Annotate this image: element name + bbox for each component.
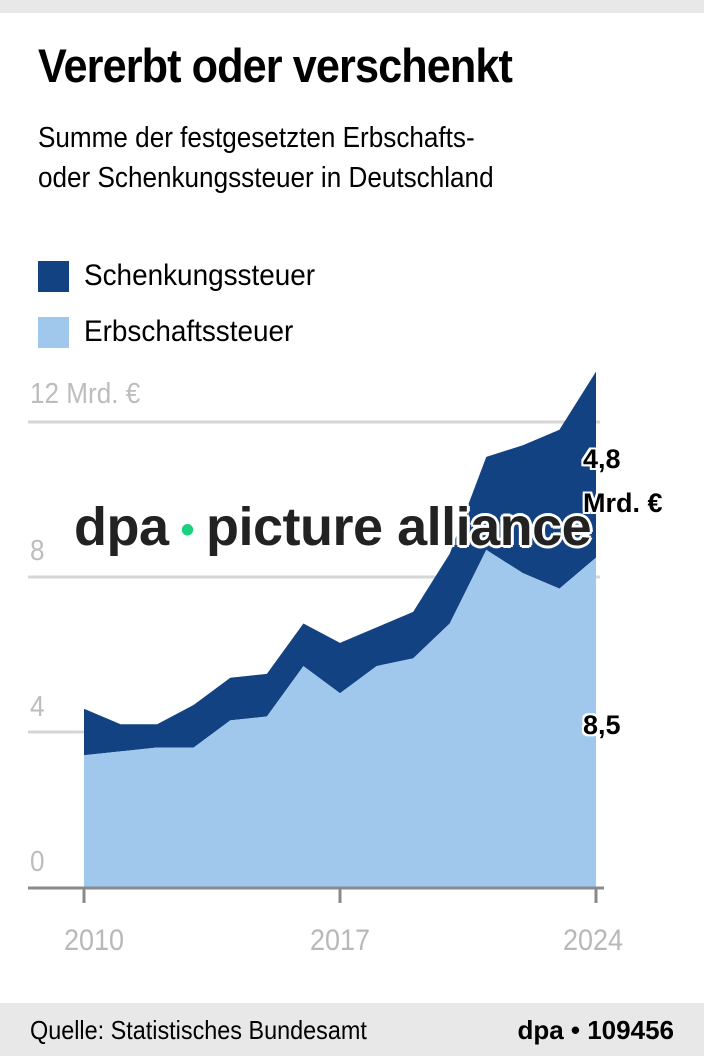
credit-text: dpa • 109456	[517, 1015, 674, 1045]
legend-item-schenkung: Schenkungssteuer	[38, 248, 333, 304]
watermark-picture-alliance: picture alliance	[206, 497, 592, 557]
annotation-erbschaft-value: 8,5	[583, 710, 621, 740]
chart-title: Vererbt oder verschenkt	[38, 39, 513, 92]
legend-label: Schenkungssteuer	[84, 259, 316, 292]
source-text: Quelle: Statistisches Bundesamt	[30, 1015, 367, 1045]
subtitle-line-2: oder Schenkungssteuer in Deutschland	[38, 162, 494, 194]
legend: Schenkungssteuer Erbschaftssteuer	[38, 248, 333, 360]
legend-swatch-erbschaft	[38, 316, 69, 348]
annotation-schenkung-unit: Mrd. €	[583, 488, 663, 518]
y-tick-label-4: 4	[30, 691, 45, 723]
subtitle-line-1: Summe der festgesetzten Erbschafts-	[38, 122, 475, 154]
watermark-dpa: dpa	[74, 497, 169, 557]
watermark-dot-icon: •	[180, 508, 195, 553]
area-schenkungssteuer	[84, 371, 596, 756]
y-tick-label-8: 8	[30, 535, 45, 567]
footer: Quelle: Statistisches Bundesamt dpa • 10…	[0, 1003, 704, 1056]
top-bar	[0, 0, 704, 13]
x-tick-label-2024: 2024	[562, 924, 624, 957]
chart-area: 12 Mrd. € 8 4 0 2010 2017 2024 dpa • pictu…	[28, 371, 663, 957]
area-erbschaftssteuer	[84, 549, 596, 887]
chart-subtitle: Summe der festgesetzten Erbschafts- oder…	[38, 118, 494, 198]
watermark: dpa • picture alliance	[74, 496, 592, 558]
chart-plot	[28, 371, 604, 903]
x-tick-label-2010: 2010	[63, 924, 125, 957]
y-tick-label-12: 12 Mrd. €	[30, 378, 141, 410]
legend-label: Erbschaftssteuer	[84, 315, 294, 348]
x-axis	[28, 886, 604, 903]
legend-item-erbschaft: Erbschaftssteuer	[38, 304, 333, 360]
x-tick-label-2017: 2017	[309, 924, 371, 957]
y-tick-label-0: 0	[30, 846, 45, 878]
annotation-schenkung-value: 4,8	[583, 444, 621, 474]
legend-swatch-schenkung	[38, 260, 69, 292]
